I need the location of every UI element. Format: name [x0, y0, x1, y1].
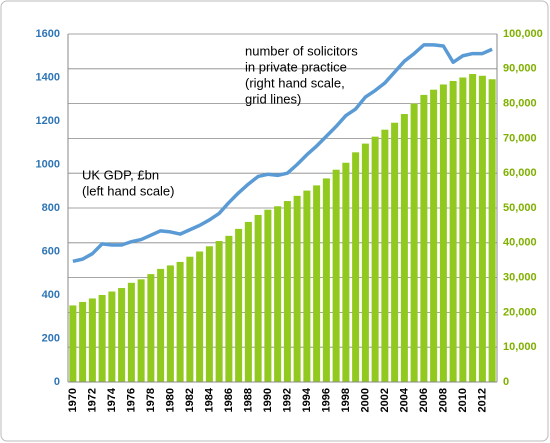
bar: [157, 268, 165, 382]
annotation: (left hand scale): [82, 183, 175, 198]
x-tick-label: 2010: [457, 388, 469, 412]
bar: [293, 195, 301, 382]
y2-tick-label: 30,000: [503, 272, 537, 284]
x-tick-label: 1980: [164, 388, 176, 412]
bar: [400, 114, 408, 382]
bar: [303, 190, 311, 382]
bar: [244, 221, 252, 382]
x-tick-label: 1976: [125, 388, 137, 412]
y-tick-label: 400: [42, 289, 60, 301]
bar: [118, 288, 126, 382]
bar: [439, 84, 447, 383]
bar: [108, 291, 116, 382]
y-tick-label: 1400: [36, 71, 60, 83]
bar: [332, 169, 340, 382]
bar: [430, 89, 438, 383]
bar: [322, 178, 330, 382]
annotation: in private practice: [245, 59, 347, 74]
bar: [88, 298, 96, 382]
x-tick-label: 1978: [145, 388, 157, 412]
annotation: number of solicitors: [245, 43, 358, 58]
bar: [225, 235, 233, 382]
y2-tick-label: 80,000: [503, 98, 537, 110]
x-tick-label: 2002: [379, 388, 391, 412]
bar: [79, 301, 87, 382]
bar: [274, 206, 282, 382]
y2-tick-label: 0: [503, 376, 509, 388]
y2-tick-label: 40,000: [503, 237, 537, 249]
bar: [459, 77, 467, 382]
bar: [147, 274, 155, 382]
bar: [391, 122, 399, 383]
bar: [283, 201, 291, 382]
x-tick-label: 1988: [242, 388, 254, 412]
bar: [469, 74, 477, 383]
y-tick-label: 1200: [36, 115, 60, 127]
bar: [235, 228, 243, 382]
bar: [478, 75, 486, 382]
x-tick-label: 1972: [86, 388, 98, 412]
y-tick-label: 200: [42, 332, 60, 344]
y-tick-label: 0: [54, 376, 60, 388]
bar: [69, 305, 77, 382]
y2-tick-label: 50,000: [503, 202, 537, 214]
bar: [313, 185, 321, 382]
y2-tick-label: 70,000: [503, 132, 537, 144]
bar: [205, 246, 213, 382]
y2-tick-label: 60,000: [503, 167, 537, 179]
x-tick-label: 2004: [398, 387, 410, 412]
bar: [352, 152, 360, 382]
bar: [264, 209, 272, 382]
bar: [488, 79, 496, 383]
x-tick-label: 1970: [67, 388, 79, 412]
bar: [449, 80, 457, 382]
bar: [342, 162, 350, 382]
bar: [196, 251, 204, 382]
bar: [176, 261, 184, 382]
x-tick-label: 1994: [301, 387, 313, 412]
x-tick-label: 2008: [437, 388, 449, 412]
x-tick-label: 2012: [476, 388, 488, 412]
x-tick-label: 1982: [184, 388, 196, 412]
line: [72, 43, 493, 263]
y2-tick-label: 90,000: [503, 63, 537, 75]
y2-tick-label: 20,000: [503, 306, 537, 318]
bar: [410, 103, 418, 382]
annotation: UK GDP, £bn: [82, 167, 159, 182]
x-tick-label: 1986: [223, 388, 235, 412]
bar: [371, 136, 379, 382]
bar: [127, 282, 135, 382]
y-tick-label: 600: [42, 245, 60, 257]
x-tick-label: 1998: [340, 388, 352, 412]
y-tick-label: 800: [42, 202, 60, 214]
x-tick-label: 1984: [203, 387, 215, 412]
x-tick-label: 2000: [359, 388, 371, 412]
x-tick-label: 1974: [106, 387, 118, 412]
bar: [361, 143, 369, 382]
bar: [254, 214, 262, 382]
bar: [98, 295, 106, 382]
x-tick-label: 2006: [418, 388, 430, 412]
bar: [420, 94, 428, 383]
y-tick-label: 1000: [36, 158, 60, 170]
bar: [137, 279, 145, 382]
y2-tick-label: 10,000: [503, 341, 537, 353]
annotation: (right hand scale,: [245, 75, 345, 90]
y2-tick-label: 100,000: [503, 28, 543, 40]
x-tick-label: 1996: [320, 388, 332, 412]
x-tick-label: 1990: [262, 388, 274, 412]
bar: [166, 265, 174, 382]
annotation: grid lines): [245, 91, 301, 106]
bar: [381, 129, 389, 382]
y-tick-label: 1600: [36, 28, 60, 40]
bar: [186, 256, 194, 382]
x-tick-label: 1992: [281, 388, 293, 412]
bar: [215, 241, 223, 382]
